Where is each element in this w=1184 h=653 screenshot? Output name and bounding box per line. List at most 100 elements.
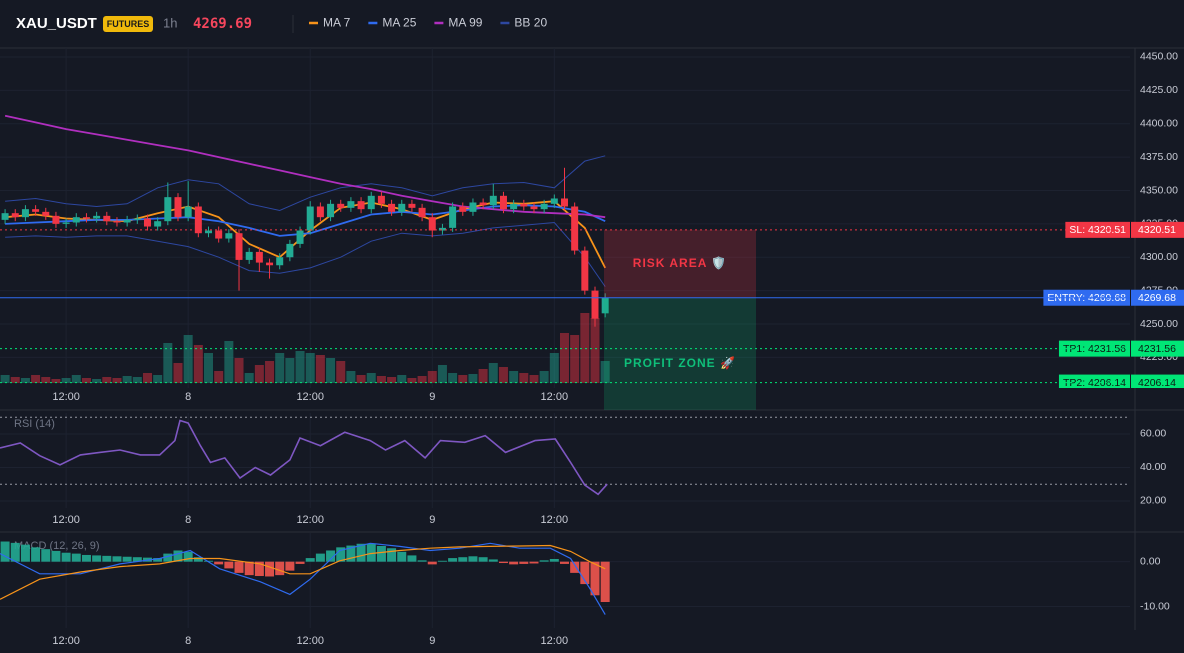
histogram-bar [112, 556, 122, 562]
candle-body [255, 251, 263, 263]
volume-bar [122, 376, 132, 383]
candle-body [123, 219, 131, 223]
volume-bar [417, 376, 427, 383]
volume-bar [356, 375, 366, 383]
volume-bar [41, 377, 51, 383]
volume-bar [183, 335, 193, 383]
histogram-bar [529, 561, 539, 564]
candle-body [11, 213, 19, 218]
volume-bar [265, 361, 275, 383]
x-tick-label: 12:00 [541, 391, 569, 403]
volume-bar [112, 378, 122, 383]
candle-body [347, 201, 355, 208]
histogram-bar [20, 544, 30, 562]
histogram-bar [295, 561, 305, 564]
y-tick-label: 60.00 [1140, 428, 1166, 440]
histogram-bar [224, 561, 234, 569]
volume-bar [509, 371, 519, 383]
histogram-bar [31, 547, 41, 562]
candle-body [82, 217, 90, 219]
histogram-bar [600, 561, 610, 603]
volume-bar [397, 375, 407, 383]
volume-bar [153, 375, 163, 383]
histogram-bar [81, 554, 91, 562]
level-label: SL: 4320.51 [1069, 224, 1126, 236]
histogram-bar [570, 561, 580, 573]
candle-body [489, 195, 497, 206]
volume-bar [478, 369, 488, 383]
last-price: 4269.69 [193, 16, 252, 32]
histogram-bar [468, 556, 478, 562]
macd-line [0, 542, 606, 615]
volume-bar [224, 341, 234, 383]
candle-body [388, 203, 396, 212]
volume-bar [570, 335, 580, 383]
volume-bar [214, 371, 224, 383]
histogram-bar [458, 557, 468, 562]
volume-bar [519, 373, 529, 383]
level-label-bg [1058, 340, 1130, 357]
volume-bar [142, 373, 152, 383]
volume-bar [234, 358, 244, 383]
x-tick-label: 9 [429, 391, 435, 403]
volume-bar [20, 378, 30, 383]
candle-body [205, 230, 213, 234]
volume-bar [539, 371, 549, 383]
histogram-bar [326, 550, 336, 562]
histogram-bar [336, 547, 346, 562]
histogram-bar [356, 543, 366, 562]
volume-bar [366, 373, 376, 383]
volume-bar [529, 375, 539, 383]
histogram-bar [478, 557, 488, 562]
candle-body [225, 233, 233, 239]
candle-body [591, 290, 599, 319]
candle-body [459, 206, 467, 212]
legend-label: BB 20 [514, 16, 547, 30]
price-tag: 4269.68 [1138, 292, 1176, 304]
histogram-bar [376, 545, 386, 562]
y-tick-label: 20.00 [1140, 495, 1166, 507]
profit-zone-label: PROFIT ZONE 🚀 [624, 356, 736, 370]
volume-bar [0, 375, 10, 383]
histogram-bar [0, 541, 10, 562]
price-tag-bg [1131, 221, 1184, 238]
histogram-bar [580, 561, 590, 585]
histogram-bar [366, 543, 376, 562]
candle-body [438, 227, 446, 231]
histogram-bar [315, 553, 325, 562]
y-tick-label: 4425.00 [1140, 84, 1178, 96]
histogram-bar [122, 556, 132, 562]
volume-bar [427, 371, 437, 383]
volume-bar [285, 358, 295, 383]
bb-upper [5, 155, 606, 212]
volume-bar [437, 365, 447, 383]
candle-body [469, 202, 477, 212]
candle-body [428, 217, 436, 231]
histogram-bar [397, 551, 407, 562]
volume-bar [81, 378, 91, 383]
candle-body [367, 195, 375, 210]
candle-body [154, 221, 162, 227]
volume-bar [326, 358, 336, 383]
candle-body [357, 201, 365, 210]
pane-title: RSI (14) [14, 418, 55, 430]
histogram-bar [71, 553, 81, 562]
histogram-bar [387, 548, 397, 562]
x-tick-label: 12:00 [296, 635, 324, 647]
histogram-bar [92, 555, 102, 562]
interval: 1h [163, 15, 177, 30]
legend-label: MA 99 [448, 16, 482, 30]
histogram-bar [407, 555, 417, 562]
histogram-bar [61, 552, 71, 562]
volume-bar [468, 374, 478, 383]
volume-bar [458, 375, 468, 383]
volume-bar [31, 375, 41, 383]
price-tag-bg [1131, 374, 1184, 388]
candle-body [276, 257, 284, 266]
candle-body [327, 203, 335, 218]
y-tick-label: 4400.00 [1140, 117, 1178, 129]
histogram-bar [590, 561, 600, 596]
bb-lower [5, 221, 606, 287]
candle-body [560, 198, 568, 207]
